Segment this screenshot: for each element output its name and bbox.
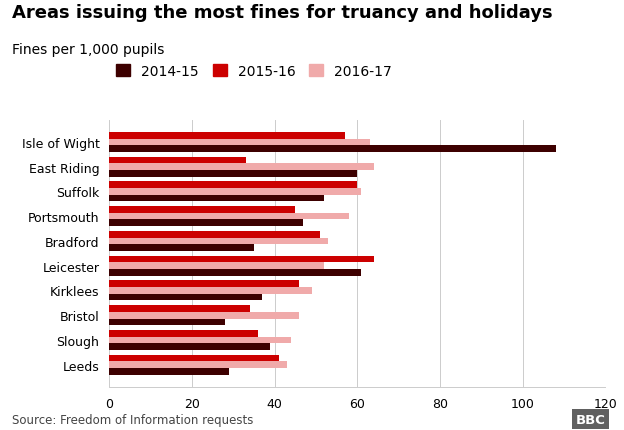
Bar [109,195,324,202]
Bar [109,245,254,252]
Bar [109,207,295,213]
Bar [109,146,555,153]
Bar [109,171,357,177]
Bar [109,362,287,368]
Bar [109,189,361,195]
Bar [109,312,300,319]
Bar [109,256,374,263]
Bar [109,139,369,146]
Bar [109,263,324,269]
Bar [109,355,279,362]
Bar [109,157,246,164]
Bar [109,269,361,276]
Bar [109,319,225,326]
Text: Fines per 1,000 pupils: Fines per 1,000 pupils [12,43,165,57]
Bar [109,330,258,337]
Bar [109,231,320,238]
Bar [109,220,303,227]
Bar [109,213,349,220]
Bar [109,368,229,375]
Legend: 2014-15, 2015-16, 2016-17: 2014-15, 2015-16, 2016-17 [116,65,392,79]
Bar [109,132,345,139]
Text: BBC: BBC [575,413,605,426]
Bar [109,281,300,287]
Text: Areas issuing the most fines for truancy and holidays: Areas issuing the most fines for truancy… [12,4,553,22]
Text: Source: Freedom of Information requests: Source: Freedom of Information requests [12,413,254,426]
Bar [109,294,262,301]
Bar [109,182,357,189]
Bar [109,164,374,171]
Bar [109,337,291,344]
Bar [109,287,312,294]
Bar [109,238,328,245]
Bar [109,344,270,350]
Bar [109,305,250,312]
